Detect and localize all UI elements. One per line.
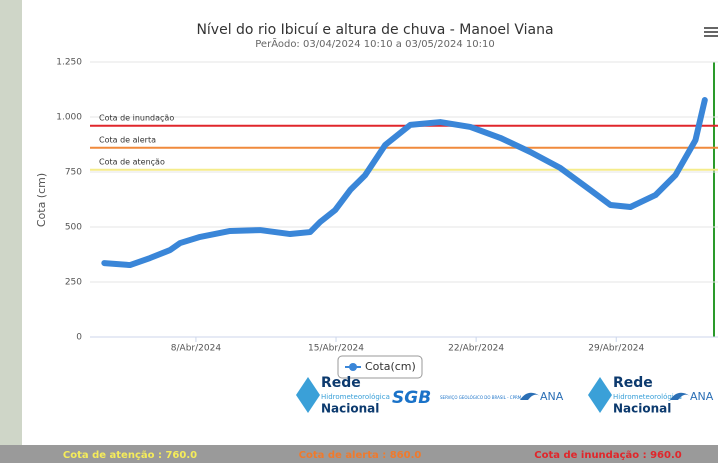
logo-text: Rede xyxy=(613,375,653,391)
logo-text: Nacional xyxy=(613,402,671,416)
x-tick-label: 8/Abr/2024 xyxy=(171,344,222,354)
threshold-label: Cota de inundação xyxy=(99,113,174,122)
footer-text: Cota de alerta : 860.0 xyxy=(299,450,422,461)
logo-text: SERVIÇO GEOLÓGICO DO BRASIL - CPRM xyxy=(440,395,522,400)
threshold-label: Cota de atenção xyxy=(99,157,165,166)
y-tick-label: 750 xyxy=(65,168,82,178)
legend-label: Cota(cm) xyxy=(365,360,416,373)
y-tick-label: 1.250 xyxy=(56,58,82,68)
menu-icon[interactable] xyxy=(704,27,718,37)
x-tick-label: 22/Abr/2024 xyxy=(448,344,504,354)
y-tick-label: 250 xyxy=(65,278,82,288)
footer-text: Cota de inundação : 960.0 xyxy=(534,450,682,461)
footer-text: Cota de atenção : 760.0 xyxy=(63,450,197,461)
y-axis-title: Cota (cm) xyxy=(35,173,48,227)
logo-text: Rede xyxy=(321,375,361,391)
logo-text: Hidrometeorológica xyxy=(321,393,390,401)
y-tick-label: 0 xyxy=(76,333,82,343)
logo-text: SGB xyxy=(392,388,431,408)
y-tick-label: 1.000 xyxy=(56,113,82,123)
y-tick-label: 500 xyxy=(65,223,82,233)
x-tick-label: 29/Abr/2024 xyxy=(588,344,644,354)
chart-subtitle: PerÃodo: 03/04/2024 10:10 a 03/05/2024 1… xyxy=(255,37,495,50)
logo-text: ANA xyxy=(690,390,714,403)
threshold-label: Cota de alerta xyxy=(99,135,156,144)
logo-text: Nacional xyxy=(321,402,379,416)
chart: Nível do rio Ibicuí e altura de chuva - … xyxy=(0,0,718,463)
chart-title: Nível do rio Ibicuí e altura de chuva - … xyxy=(196,22,553,38)
logo-text: ANA xyxy=(540,390,564,403)
x-tick-label: 15/Abr/2024 xyxy=(308,344,364,354)
legend-marker xyxy=(349,363,357,371)
